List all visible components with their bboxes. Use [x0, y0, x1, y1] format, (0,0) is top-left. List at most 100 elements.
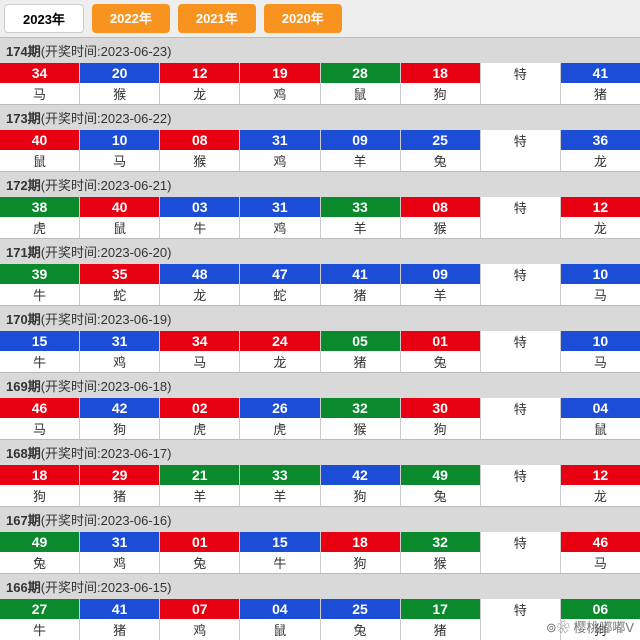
ball-number: 31 [240, 130, 319, 150]
zodiac-label: 猴 [321, 418, 400, 439]
ball-number: 07 [160, 599, 239, 619]
zodiac-row: 鼠马猴鸡羊兔龙 [0, 150, 640, 171]
year-tabs: 2023年 2022年 2021年 2020年 [0, 0, 640, 37]
special-label: 特 [481, 197, 561, 217]
number-row: 493101151832特46 [0, 532, 640, 552]
year-tab-3[interactable]: 2020年 [264, 4, 342, 33]
special-zodiac: 龙 [561, 217, 640, 238]
zodiac-label: 兔 [401, 485, 480, 506]
ball-number: 34 [0, 63, 79, 83]
watermark: ⊚❀ 樱桃嘟嘟V [546, 617, 634, 636]
ball-number: 28 [321, 63, 400, 83]
ball-number: 01 [401, 331, 480, 351]
number-row: 384003313308特12 [0, 197, 640, 217]
zodiac-label: 兔 [160, 552, 239, 573]
zodiac-label: 牛 [160, 217, 239, 238]
ball-number: 17 [401, 599, 480, 619]
zodiac-label: 马 [0, 418, 79, 439]
ball-number: 25 [321, 599, 400, 619]
special-zodiac: 马 [561, 351, 640, 372]
ball-number: 49 [0, 532, 79, 552]
ball-number: 42 [80, 398, 159, 418]
special-label-spacer [481, 217, 561, 238]
zodiac-label: 牛 [240, 552, 319, 573]
ball-number: 49 [401, 465, 480, 485]
ball-number: 25 [401, 130, 480, 150]
zodiac-label: 羊 [321, 217, 400, 238]
ball-number: 18 [401, 63, 480, 83]
zodiac-label: 牛 [0, 351, 79, 372]
special-label: 特 [481, 63, 561, 83]
zodiac-label: 龙 [160, 83, 239, 104]
zodiac-row: 兔鸡兔牛狗猴马 [0, 552, 640, 573]
ball-number: 32 [401, 532, 480, 552]
special-label: 特 [481, 130, 561, 150]
ball-number: 05 [321, 331, 400, 351]
ball-number: 41 [80, 599, 159, 619]
special-label: 特 [481, 398, 561, 418]
special-number: 06 [561, 599, 640, 619]
special-label-spacer [481, 150, 561, 171]
ball-number: 31 [80, 331, 159, 351]
zodiac-label: 猪 [321, 284, 400, 305]
ball-number: 32 [321, 398, 400, 418]
ball-number: 08 [401, 197, 480, 217]
zodiac-row: 牛蛇龙蛇猪羊马 [0, 284, 640, 305]
zodiac-label: 鸡 [80, 351, 159, 372]
ball-number: 38 [0, 197, 79, 217]
zodiac-label: 鸡 [160, 619, 239, 640]
zodiac-row: 牛猪鸡鼠兔猪狗 [0, 619, 640, 640]
ball-number: 18 [321, 532, 400, 552]
special-number: 10 [561, 264, 640, 284]
special-zodiac: 马 [561, 284, 640, 305]
special-label: 特 [481, 331, 561, 351]
zodiac-row: 狗猪羊羊狗兔龙 [0, 485, 640, 506]
zodiac-label: 虎 [240, 418, 319, 439]
issue-header: 166期(开奖时间:2023-06-15) [0, 573, 640, 599]
ball-number: 41 [321, 264, 400, 284]
zodiac-label: 羊 [321, 150, 400, 171]
number-row: 393548474109特10 [0, 264, 640, 284]
special-label: 特 [481, 465, 561, 485]
issue-header: 171期(开奖时间:2023-06-20) [0, 238, 640, 264]
ball-number: 31 [80, 532, 159, 552]
ball-number: 34 [160, 331, 239, 351]
zodiac-row: 马猴龙鸡鼠狗猪 [0, 83, 640, 104]
special-zodiac: 鼠 [561, 418, 640, 439]
year-tab-2[interactable]: 2021年 [178, 4, 256, 33]
zodiac-label: 兔 [401, 351, 480, 372]
ball-number: 18 [0, 465, 79, 485]
special-label: 特 [481, 264, 561, 284]
ball-number: 12 [160, 63, 239, 83]
number-row: 153134240501特10 [0, 331, 640, 351]
issue-header: 167期(开奖时间:2023-06-16) [0, 506, 640, 532]
ball-number: 08 [160, 130, 239, 150]
zodiac-label: 鼠 [240, 619, 319, 640]
ball-number: 24 [240, 331, 319, 351]
special-label-spacer [481, 83, 561, 104]
year-tab-0[interactable]: 2023年 [4, 4, 84, 33]
year-tab-1[interactable]: 2022年 [92, 4, 170, 33]
number-row: 274107042517特06 [0, 599, 640, 619]
zodiac-label: 鸡 [80, 552, 159, 573]
special-number: 36 [561, 130, 640, 150]
special-number: 04 [561, 398, 640, 418]
ball-number: 46 [0, 398, 79, 418]
zodiac-row: 马狗虎虎猴狗鼠 [0, 418, 640, 439]
special-number: 46 [561, 532, 640, 552]
zodiac-label: 猴 [80, 83, 159, 104]
zodiac-label: 狗 [0, 485, 79, 506]
special-label: 特 [481, 532, 561, 552]
ball-number: 02 [160, 398, 239, 418]
zodiac-label: 马 [160, 351, 239, 372]
ball-number: 04 [240, 599, 319, 619]
ball-number: 29 [80, 465, 159, 485]
ball-number: 42 [321, 465, 400, 485]
special-number: 12 [561, 465, 640, 485]
ball-number: 39 [0, 264, 79, 284]
zodiac-label: 牛 [0, 284, 79, 305]
ball-number: 31 [240, 197, 319, 217]
ball-number: 21 [160, 465, 239, 485]
number-row: 182921334249特12 [0, 465, 640, 485]
zodiac-label: 鸡 [240, 217, 319, 238]
